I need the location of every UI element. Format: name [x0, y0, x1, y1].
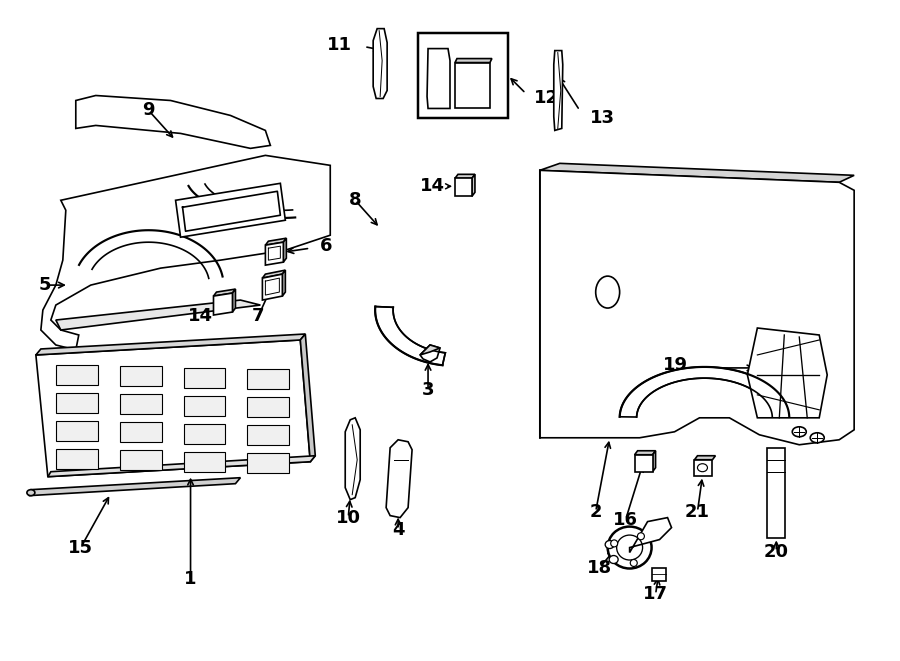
Polygon shape: [455, 63, 490, 108]
Polygon shape: [418, 32, 508, 118]
Text: 5: 5: [39, 276, 51, 294]
Polygon shape: [747, 328, 827, 418]
Polygon shape: [386, 440, 412, 518]
Ellipse shape: [630, 559, 637, 566]
Polygon shape: [375, 307, 446, 366]
Polygon shape: [56, 365, 98, 385]
Polygon shape: [652, 451, 655, 472]
Polygon shape: [248, 425, 289, 446]
Polygon shape: [184, 424, 226, 444]
Polygon shape: [630, 518, 671, 553]
Ellipse shape: [810, 433, 824, 443]
Polygon shape: [634, 455, 652, 472]
Text: 13: 13: [590, 110, 615, 128]
Polygon shape: [176, 183, 285, 237]
Polygon shape: [283, 270, 285, 296]
Text: 10: 10: [336, 508, 361, 527]
Polygon shape: [420, 345, 440, 355]
Text: 6: 6: [320, 237, 333, 255]
Polygon shape: [540, 171, 854, 445]
Polygon shape: [184, 396, 226, 416]
Polygon shape: [634, 451, 655, 455]
Polygon shape: [36, 334, 305, 355]
Polygon shape: [56, 393, 98, 413]
Polygon shape: [263, 274, 283, 300]
Text: 9: 9: [142, 101, 155, 120]
Polygon shape: [56, 449, 98, 469]
Ellipse shape: [608, 527, 652, 568]
Ellipse shape: [611, 540, 617, 547]
Polygon shape: [29, 478, 240, 496]
Text: 14: 14: [419, 177, 445, 195]
Ellipse shape: [27, 490, 35, 496]
Polygon shape: [620, 367, 789, 417]
Polygon shape: [374, 28, 387, 98]
Text: 4: 4: [392, 521, 404, 539]
Text: 15: 15: [68, 539, 94, 557]
Polygon shape: [40, 155, 330, 350]
Polygon shape: [184, 451, 226, 472]
Polygon shape: [695, 455, 716, 460]
Polygon shape: [695, 460, 713, 476]
Polygon shape: [455, 178, 472, 196]
Text: 1: 1: [184, 570, 197, 588]
Text: 20: 20: [764, 543, 788, 561]
Text: 17: 17: [644, 586, 668, 603]
Text: 3: 3: [422, 381, 435, 399]
Polygon shape: [56, 421, 98, 441]
Polygon shape: [56, 300, 260, 330]
Polygon shape: [768, 447, 786, 537]
Ellipse shape: [605, 541, 614, 549]
Polygon shape: [266, 242, 284, 265]
Text: 2: 2: [590, 502, 602, 521]
Polygon shape: [472, 175, 475, 196]
Ellipse shape: [609, 555, 618, 564]
Text: 8: 8: [349, 191, 362, 210]
Ellipse shape: [792, 427, 806, 437]
Polygon shape: [284, 238, 286, 262]
Polygon shape: [76, 95, 270, 148]
Polygon shape: [232, 289, 236, 312]
Polygon shape: [301, 334, 315, 462]
Text: 18: 18: [587, 559, 612, 576]
Polygon shape: [248, 369, 289, 389]
Polygon shape: [266, 238, 286, 245]
Polygon shape: [120, 450, 162, 470]
Polygon shape: [120, 395, 162, 414]
Polygon shape: [427, 49, 450, 108]
Text: 16: 16: [613, 510, 638, 529]
Text: 19: 19: [662, 356, 688, 374]
Text: 11: 11: [328, 36, 352, 54]
Polygon shape: [540, 163, 854, 182]
Polygon shape: [455, 59, 492, 63]
Polygon shape: [184, 368, 226, 388]
Polygon shape: [248, 453, 289, 473]
Polygon shape: [120, 422, 162, 442]
Ellipse shape: [637, 533, 644, 540]
Polygon shape: [652, 568, 665, 582]
Polygon shape: [213, 289, 236, 296]
Polygon shape: [554, 51, 562, 130]
Polygon shape: [48, 455, 315, 477]
Text: 14: 14: [188, 307, 213, 325]
Polygon shape: [346, 418, 360, 500]
Polygon shape: [120, 366, 162, 387]
Polygon shape: [263, 270, 285, 278]
Polygon shape: [420, 345, 440, 362]
Text: 21: 21: [685, 502, 710, 521]
Polygon shape: [248, 397, 289, 417]
Polygon shape: [455, 175, 475, 178]
Polygon shape: [213, 293, 232, 315]
Text: 12: 12: [534, 89, 559, 108]
Polygon shape: [36, 340, 310, 477]
Text: 7: 7: [252, 307, 265, 325]
